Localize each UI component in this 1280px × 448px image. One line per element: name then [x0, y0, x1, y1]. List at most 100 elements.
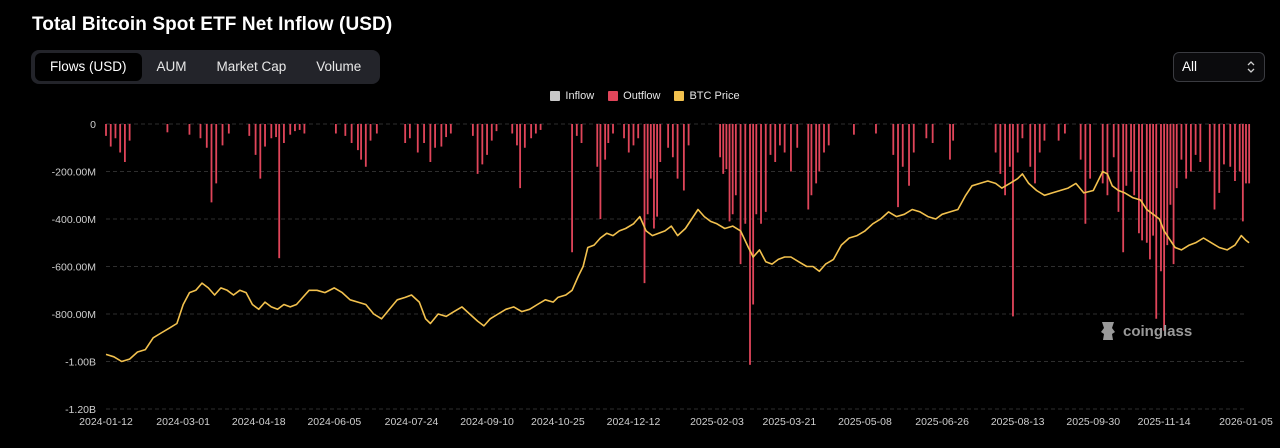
outflow-bar — [1213, 124, 1216, 210]
outflow-bar — [734, 124, 737, 196]
outflow-bar — [114, 124, 117, 139]
outflow-bar — [1194, 124, 1197, 155]
time-range-select[interactable]: All — [1173, 52, 1265, 82]
x-tick-label: 2025-06-26 — [915, 416, 969, 428]
outflow-bar — [999, 124, 1002, 174]
legend-item-outflow[interactable]: Outflow — [608, 90, 660, 102]
outflow-bar — [476, 124, 479, 174]
outflow-bar — [599, 124, 602, 219]
outflow-bar — [627, 124, 630, 153]
outflow-bar — [1185, 124, 1188, 179]
tab-aum[interactable]: AUM — [156, 59, 187, 74]
outflow-bar — [580, 124, 583, 143]
outflow-bar — [728, 124, 731, 222]
outflow-bar — [205, 124, 208, 148]
watermark: coinglass — [1099, 320, 1192, 342]
outflow-bar — [523, 124, 526, 148]
outflow-bar — [875, 124, 877, 134]
outflow-bar — [725, 124, 728, 170]
outflow-bar — [270, 124, 273, 139]
outflow-bar — [818, 124, 821, 172]
outflow-bar — [490, 124, 493, 141]
outflow-bar — [481, 124, 484, 165]
outflow-bar — [1245, 124, 1247, 184]
outflow-bar — [623, 124, 625, 139]
outflow-bar — [404, 124, 407, 143]
outflow-bar — [248, 124, 251, 136]
tab-flows-usd[interactable]: Flows (USD) — [35, 53, 142, 81]
outflow-bar — [166, 124, 169, 133]
chart-legend: Inflow Outflow BTC Price — [0, 90, 1280, 102]
outflow-bar — [534, 124, 537, 134]
x-tick-label: 2024-07-24 — [385, 416, 439, 428]
outflow-bar — [1199, 124, 1202, 162]
outflow-bar — [1112, 124, 1115, 158]
x-tick-label: 2025-05-08 — [838, 416, 892, 428]
y-tick-label: -600.00M — [52, 262, 96, 274]
outflow-bar — [294, 124, 296, 132]
outflow-bar — [901, 124, 904, 167]
time-range-value: All — [1182, 59, 1198, 74]
x-tick-label: 2025-09-30 — [1066, 416, 1120, 428]
y-tick-label: 0 — [90, 119, 96, 131]
outflow-bar — [925, 124, 928, 139]
outflow-bar — [1057, 124, 1060, 141]
x-tick-label: 2025-02-03 — [690, 416, 744, 428]
legend-item-inflow[interactable]: Inflow — [550, 90, 594, 102]
outflow-bar — [254, 124, 257, 155]
outflow-bar — [1117, 124, 1120, 212]
outflow-bar — [749, 124, 751, 365]
outflow-bar — [278, 124, 281, 259]
outflow-bar — [1106, 124, 1109, 196]
outflow-bar — [105, 124, 107, 136]
outflow-bar — [334, 124, 337, 134]
outflow-bar — [259, 124, 262, 179]
outflow-bar — [779, 124, 781, 146]
outflow-bar — [769, 124, 772, 155]
outflow-bar — [1029, 124, 1032, 167]
outflow-bar — [1160, 124, 1162, 272]
outflow-bar — [1004, 124, 1006, 196]
outflow-bar — [827, 124, 830, 146]
outflow-bar — [440, 124, 443, 147]
outflow-bar — [571, 124, 573, 253]
outflow-bar — [221, 124, 224, 146]
outflow-bar — [1149, 124, 1151, 260]
y-tick-label: -400.00M — [52, 214, 96, 226]
x-tick-label: 2025-03-21 — [763, 416, 817, 428]
outflow-bar — [790, 124, 792, 172]
outflow-bar — [530, 124, 533, 139]
outflow-bar — [908, 124, 910, 186]
outflow-bar — [1130, 124, 1132, 172]
outflow-bar — [1138, 124, 1140, 234]
outflow-bar — [1133, 124, 1136, 196]
tab-market-cap[interactable]: Market Cap — [216, 59, 287, 74]
outflow-bar — [188, 124, 191, 135]
outflow-bar — [755, 124, 758, 215]
legend-item-btc-price[interactable]: BTC Price — [674, 90, 740, 102]
x-tick-label: 2024-01-12 — [79, 416, 133, 428]
outflow-bar — [774, 124, 777, 162]
outflow-bar — [1141, 124, 1143, 241]
outflow-bar — [892, 124, 895, 155]
outflow-bar — [783, 124, 786, 153]
outflow-bar — [667, 124, 670, 148]
outflow-bar — [1008, 124, 1011, 167]
outflow-bar — [912, 124, 915, 153]
outflow-bar — [364, 124, 367, 167]
outflow-bar — [408, 124, 411, 139]
outflow-bar — [810, 124, 813, 196]
outflow-bar — [1038, 124, 1041, 153]
outflow-bar — [1084, 124, 1087, 224]
outflow-bar — [1234, 124, 1236, 181]
outflow-bar — [289, 124, 292, 135]
tab-volume[interactable]: Volume — [316, 59, 362, 74]
outflow-bar — [1155, 124, 1158, 319]
outflow-bar — [1079, 124, 1082, 160]
outflow-bar — [519, 124, 522, 189]
outflow-bar — [429, 124, 432, 162]
outflow-bar — [815, 124, 818, 184]
outflow-bar — [656, 124, 659, 217]
outflow-bar — [676, 124, 679, 179]
